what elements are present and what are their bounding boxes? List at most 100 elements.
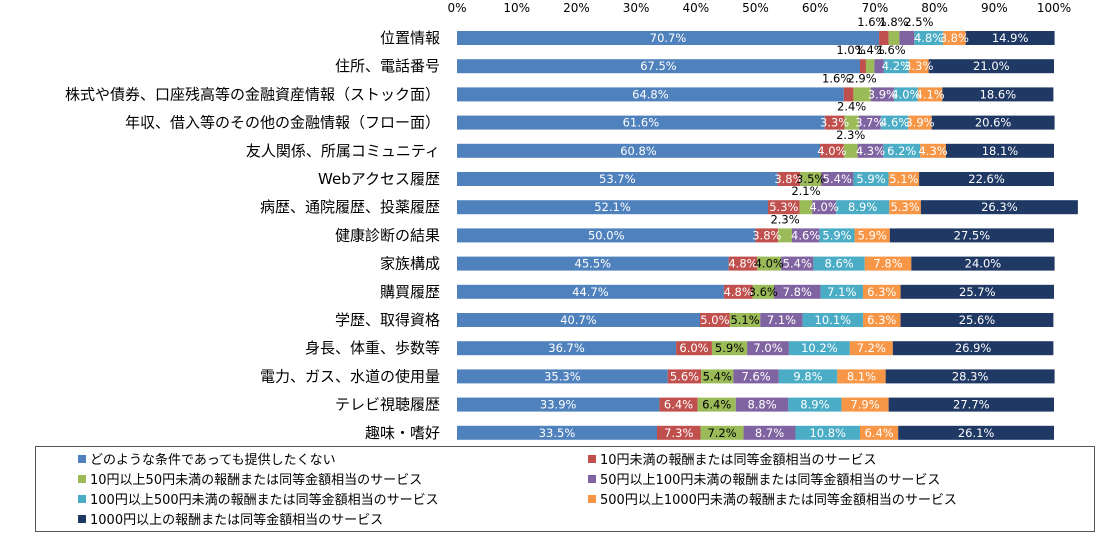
x-tick-label: 80% [921,1,948,15]
bar-segment [676,341,712,356]
category-label: Webアクセス履歴 [318,170,440,188]
legend-swatch [78,454,86,463]
x-tick-label: 10% [503,1,530,15]
data-label: 4.0% [891,87,920,101]
data-label: 9.8% [793,369,822,383]
x-tick-label: 20% [563,1,590,15]
bar-segment [849,341,893,356]
data-label: 27.5% [954,228,991,242]
data-label: 2.3% [770,212,799,226]
data-label: 5.6% [670,369,699,383]
data-label: 40.7% [560,313,597,327]
data-label: 1.6% [822,71,851,85]
data-label: 4.8% [914,31,943,45]
bar-segment [656,425,701,440]
bar-segment [859,59,866,74]
data-label: 64.8% [632,87,669,101]
legend-swatch [588,454,596,463]
data-label: 60.8% [620,144,657,158]
bar-segment [889,200,921,215]
data-label: 5.9% [822,228,851,242]
bar-segment [862,284,901,299]
data-label: 7.2% [857,341,886,355]
data-label: 53.7% [599,172,636,186]
data-label: 36.7% [548,341,585,355]
bar-segment [843,87,854,102]
data-label: 45.5% [575,257,612,271]
data-label: 5.4% [783,257,812,271]
bar-segment [864,256,912,271]
data-label: 7.2% [707,426,736,440]
x-tick-label: 90% [981,1,1008,15]
data-label: 3.9% [868,87,897,101]
bar-segment [888,172,920,186]
legend-label: 10円未満の報酬または同等金額相当のサービス [600,453,877,468]
bar-segment [812,200,837,215]
bar-segment [723,284,753,299]
legend-item: 500円以上1000円未満の報酬または同等金額相当のサービス [588,489,957,508]
bar-segment [457,59,860,74]
bar-segment [729,313,761,327]
data-label: 52.1% [594,200,631,214]
data-label: 4.0% [817,144,846,158]
bar-segment [894,87,918,102]
bar-segment [800,172,822,186]
data-label: 4.6% [880,116,909,130]
bar-segment [747,341,789,356]
bar-segment [837,369,886,384]
data-label: 4.6% [791,228,820,242]
data-label: 3.3% [904,59,933,73]
category-label: テレビ視聴履歴 [335,396,440,414]
bar-segment [880,115,909,130]
data-label: 3.8% [774,172,803,186]
data-label: 3.5% [796,172,825,186]
bar-segment [920,143,946,158]
data-label: 4.1% [916,87,945,101]
category-label: 住所、電話番号 [335,57,440,75]
bar-segment [879,31,889,45]
data-label: 8.7% [755,426,784,440]
legend: どのような条件であっても提供したくない 10円未満の報酬または同等金額相当のサービ… [35,446,1095,532]
data-label: 10.8% [809,426,846,440]
x-tick-label: 100% [1037,1,1071,15]
data-label: 5.4% [703,369,732,383]
data-label: 2.3% [836,128,865,142]
data-label: 6.0% [679,341,708,355]
data-label: 3.8% [752,228,781,242]
legend-label: 10円以上50円未満の報酬または同等金額相当のサービス [90,473,423,488]
bar-segment [735,397,789,412]
legend-item: どのような条件であっても提供したくない [78,449,336,468]
category-label: 身長、体重、歩数等 [305,339,440,357]
data-label: 2.5% [904,15,933,29]
bar-segment [844,115,859,130]
bar-segment [659,397,698,412]
data-label: 5.3% [890,200,919,214]
data-label: 5.9% [715,341,744,355]
data-label: 1.8% [879,15,908,29]
bar-segment [942,87,1054,102]
data-label: 7.8% [873,257,902,271]
data-label: 5.9% [858,228,887,242]
data-label: 4.2% [882,59,911,73]
bar-segment [778,369,838,384]
data-label: 18.6% [980,87,1017,101]
x-tick-label: 40% [682,1,709,15]
bar-segment [888,397,1054,412]
bar-segment [733,369,779,384]
data-label: 3.6% [749,285,778,299]
bar-segment [859,425,899,440]
data-label: 35.3% [544,369,581,383]
bar-segment [457,172,778,186]
bar-segment [457,143,820,158]
bar-segment [841,397,889,412]
legend-swatch [78,494,86,503]
bar-segment [457,115,825,130]
data-label: 44.7% [572,285,609,299]
bar-segment [885,369,1055,384]
data-label: 26.1% [958,426,995,440]
data-label: 3.3% [820,116,849,130]
data-label: 33.5% [539,426,576,440]
bar-segment [888,31,900,45]
bar-segment [799,200,813,215]
data-label: 21.0% [973,59,1010,73]
